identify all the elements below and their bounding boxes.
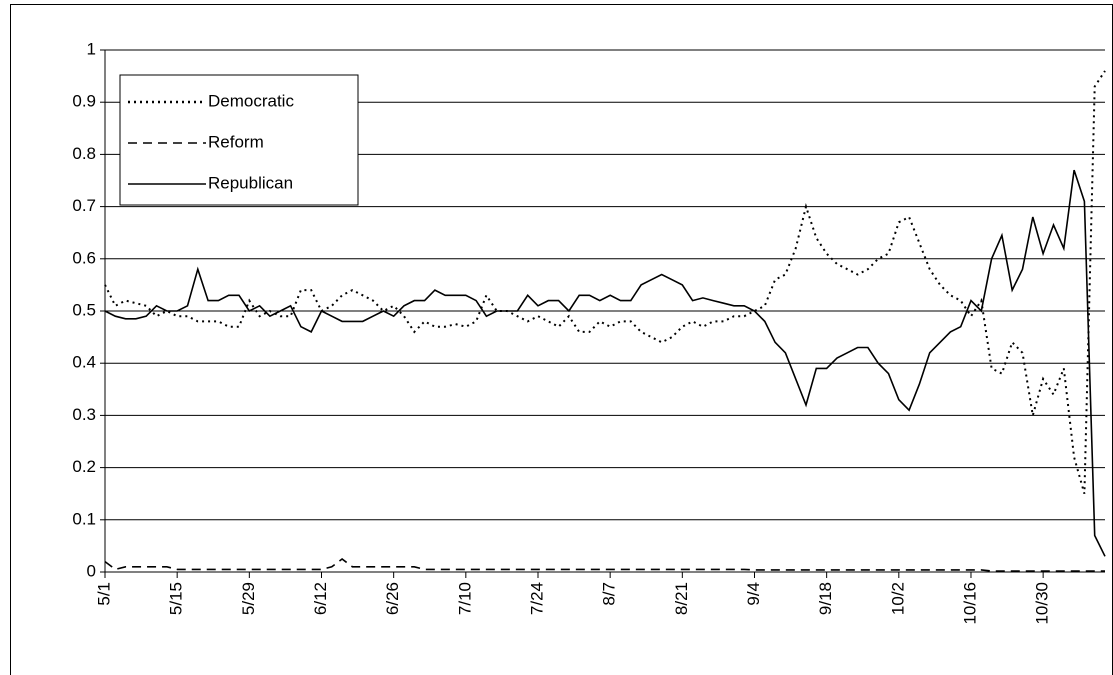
x-tick-label: 9/18 xyxy=(816,582,835,615)
series-line xyxy=(104,557,1105,572)
legend-label: Democratic xyxy=(208,91,294,110)
x-tick-label: 10/2 xyxy=(888,582,907,615)
y-tick-label: 0.4 xyxy=(72,353,96,372)
x-tick-label: 5/29 xyxy=(239,582,258,615)
x-tick-label: 6/26 xyxy=(383,582,402,615)
series-line xyxy=(104,169,1106,557)
x-tick-label: 5/1 xyxy=(94,582,113,606)
y-tick-label: 0.2 xyxy=(72,457,96,476)
y-tick-label: 0.8 xyxy=(72,144,96,163)
x-tick-label: 6/12 xyxy=(311,582,330,615)
x-tick-label: 8/21 xyxy=(672,582,691,615)
x-tick-label: 7/10 xyxy=(455,582,474,615)
x-tick-label: 10/30 xyxy=(1033,582,1052,625)
x-tick-label: 9/4 xyxy=(744,582,763,606)
y-tick-label: 0.1 xyxy=(72,509,96,528)
y-tick-label: 0.9 xyxy=(72,92,96,111)
y-tick-label: 0.3 xyxy=(72,405,96,424)
y-tick-label: 0.6 xyxy=(72,248,96,267)
legend-label: Republican xyxy=(208,173,293,192)
y-tick-label: 0 xyxy=(87,561,96,580)
x-tick-label: 7/24 xyxy=(527,582,546,615)
x-tick-label: 10/16 xyxy=(960,582,979,625)
y-tick-label: 0.7 xyxy=(72,196,96,215)
legend-label: Reform xyxy=(208,132,264,151)
y-tick-label: 0.5 xyxy=(72,300,96,319)
x-tick-label: 8/7 xyxy=(600,582,619,606)
y-tick-label: 1 xyxy=(87,39,96,58)
x-tick-label: 5/15 xyxy=(167,582,186,615)
